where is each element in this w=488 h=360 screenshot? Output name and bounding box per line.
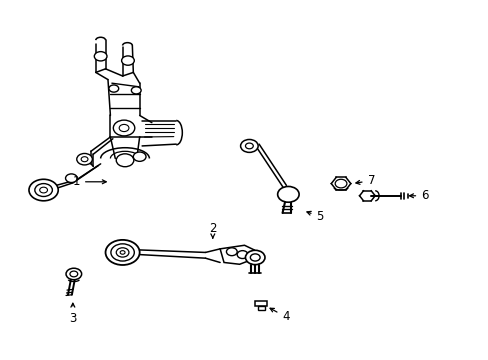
Circle shape bbox=[250, 254, 260, 261]
Circle shape bbox=[109, 85, 119, 92]
Circle shape bbox=[65, 174, 77, 183]
Circle shape bbox=[40, 187, 47, 193]
Text: 2: 2 bbox=[209, 222, 216, 238]
Polygon shape bbox=[220, 245, 254, 264]
Circle shape bbox=[334, 179, 346, 188]
Circle shape bbox=[226, 248, 237, 256]
Circle shape bbox=[245, 143, 253, 149]
Circle shape bbox=[70, 271, 78, 277]
Bar bbox=[257, 306, 264, 310]
Circle shape bbox=[277, 186, 299, 202]
Circle shape bbox=[116, 154, 134, 167]
Circle shape bbox=[111, 244, 134, 261]
Bar bbox=[255, 301, 267, 306]
Circle shape bbox=[122, 56, 134, 65]
Circle shape bbox=[245, 250, 264, 265]
Circle shape bbox=[119, 125, 129, 132]
Text: 7: 7 bbox=[355, 174, 374, 187]
Circle shape bbox=[81, 157, 88, 162]
Text: 5: 5 bbox=[306, 210, 323, 223]
Circle shape bbox=[29, 179, 58, 201]
Text: 6: 6 bbox=[409, 189, 428, 202]
Circle shape bbox=[66, 268, 81, 280]
Text: 4: 4 bbox=[269, 308, 289, 324]
Circle shape bbox=[131, 87, 141, 94]
Circle shape bbox=[133, 152, 146, 161]
Circle shape bbox=[116, 248, 129, 257]
Circle shape bbox=[240, 139, 258, 152]
Circle shape bbox=[113, 120, 135, 136]
Circle shape bbox=[237, 251, 247, 258]
Circle shape bbox=[94, 51, 107, 61]
Circle shape bbox=[120, 251, 125, 254]
Text: 3: 3 bbox=[69, 303, 77, 325]
Circle shape bbox=[77, 153, 92, 165]
Text: 1: 1 bbox=[72, 175, 106, 188]
Circle shape bbox=[35, 184, 52, 197]
Circle shape bbox=[105, 240, 140, 265]
